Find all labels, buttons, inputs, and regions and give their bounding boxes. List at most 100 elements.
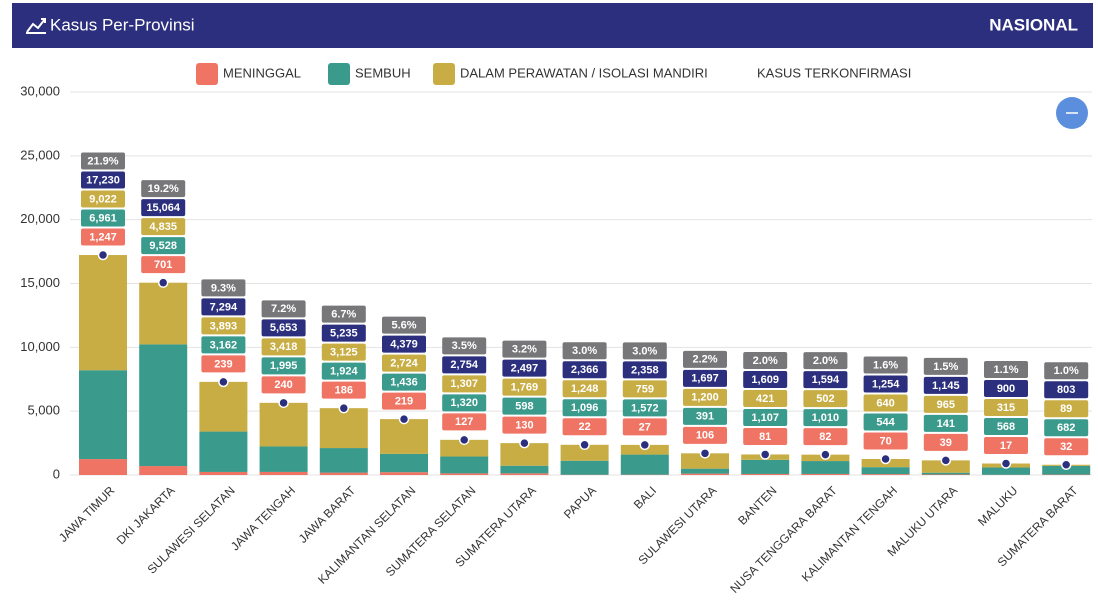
value-label: 7.2% <box>271 303 296 315</box>
value-label-box <box>502 378 547 396</box>
value-label-box <box>803 390 848 408</box>
value-label: 1.1% <box>993 364 1018 376</box>
value-label-box <box>683 369 727 387</box>
value-label: 1,096 <box>571 402 599 414</box>
bar-segment <box>1042 465 1091 475</box>
value-label-box <box>863 394 908 412</box>
value-label-box <box>1044 362 1089 380</box>
value-label: 3,893 <box>210 320 238 332</box>
value-label-box <box>562 342 607 360</box>
legend-label: SEMBUH <box>355 65 411 80</box>
value-label: 17,230 <box>86 174 120 186</box>
value-label-box <box>261 300 306 318</box>
value-label-box <box>622 399 667 417</box>
value-label-box <box>261 319 306 337</box>
bar-segment <box>500 473 549 475</box>
value-label-box <box>261 376 306 394</box>
bar-segment <box>681 453 729 469</box>
value-label-box <box>923 433 968 451</box>
bar-segment <box>199 471 248 475</box>
value-label-box <box>81 190 125 208</box>
bar-segment <box>319 448 368 473</box>
legend-label: MENINGGAL <box>223 65 301 80</box>
scope-button[interactable]: NASIONAL <box>989 15 1078 34</box>
value-label-box <box>923 395 968 413</box>
value-label: 9.3% <box>211 282 236 294</box>
x-tick-label: JAWA BARAT <box>296 483 359 546</box>
value-label: 2.0% <box>813 355 838 367</box>
value-label: 21.9% <box>87 155 118 167</box>
bar-segment <box>861 474 910 475</box>
value-label-box <box>382 392 426 410</box>
x-tick-label: NUSA TENGGARA BARAT <box>727 483 840 596</box>
value-label-box <box>803 409 848 427</box>
value-label-box <box>1044 419 1089 437</box>
value-label-box <box>863 356 908 374</box>
bar-segment <box>319 408 368 449</box>
value-label-box <box>743 351 788 369</box>
value-label-box <box>201 298 246 316</box>
value-label-box <box>622 342 667 360</box>
total-dot <box>157 277 169 288</box>
value-label-box <box>622 380 667 398</box>
value-label-box <box>1044 400 1089 418</box>
value-label: 1,769 <box>511 382 539 394</box>
value-label-box <box>683 388 727 406</box>
value-label-box <box>141 256 186 274</box>
value-label-box <box>984 380 1028 398</box>
bar-segment <box>620 454 669 475</box>
value-label-box <box>562 418 607 436</box>
value-label: 82 <box>819 431 831 443</box>
value-label: 1,594 <box>812 374 840 386</box>
bar-segment <box>982 467 1030 475</box>
value-label: 9,528 <box>149 240 177 252</box>
value-label: 2,366 <box>571 364 599 376</box>
value-label-box <box>923 376 968 394</box>
value-label: 2,497 <box>511 363 539 375</box>
bar-segment <box>741 459 790 474</box>
value-label-box <box>442 394 487 412</box>
value-label: 1,995 <box>270 360 298 372</box>
total-dot <box>1000 458 1012 469</box>
value-label: 2,724 <box>390 358 418 370</box>
value-label: 701 <box>154 259 172 271</box>
value-label-box <box>201 355 246 373</box>
value-label: 1,010 <box>812 412 840 424</box>
value-label-box <box>201 336 246 354</box>
value-label-box <box>562 361 607 379</box>
value-label: 759 <box>636 383 654 395</box>
total-dot <box>458 434 470 446</box>
value-label-box <box>442 337 487 355</box>
value-label: 502 <box>816 393 834 405</box>
bar-segment <box>79 255 127 371</box>
bar-segment <box>861 467 910 475</box>
value-label: 1,200 <box>691 392 719 404</box>
value-label: 1,254 <box>872 378 900 390</box>
x-tick-label: JAWA TENGAH <box>228 483 298 553</box>
value-label: 598 <box>515 401 533 413</box>
value-label-box <box>863 432 908 450</box>
y-tick-label: 20,000 <box>20 211 60 226</box>
value-label-box <box>984 437 1028 455</box>
bar-segment <box>139 282 188 345</box>
legend-label: DALAM PERAWATAN / ISOLASI MANDIRI <box>460 65 708 80</box>
value-label-box <box>141 218 186 236</box>
value-label: 1,248 <box>571 383 599 395</box>
value-label-box <box>141 237 186 255</box>
value-label-box <box>442 413 487 431</box>
value-label: 2.0% <box>753 355 778 367</box>
total-dot <box>1060 459 1072 470</box>
y-tick-label: 30,000 <box>20 83 60 98</box>
value-label-box <box>863 375 908 393</box>
value-label: 9,022 <box>89 193 117 205</box>
value-label: 315 <box>997 402 1015 414</box>
value-label-box <box>141 180 186 198</box>
bar-segment <box>380 419 428 454</box>
value-label-box <box>923 357 968 375</box>
value-label-box <box>502 359 547 377</box>
value-label: 19.2% <box>148 183 179 195</box>
value-label-box <box>321 343 366 361</box>
bar-segment <box>440 456 489 474</box>
bar-segment <box>921 472 970 475</box>
